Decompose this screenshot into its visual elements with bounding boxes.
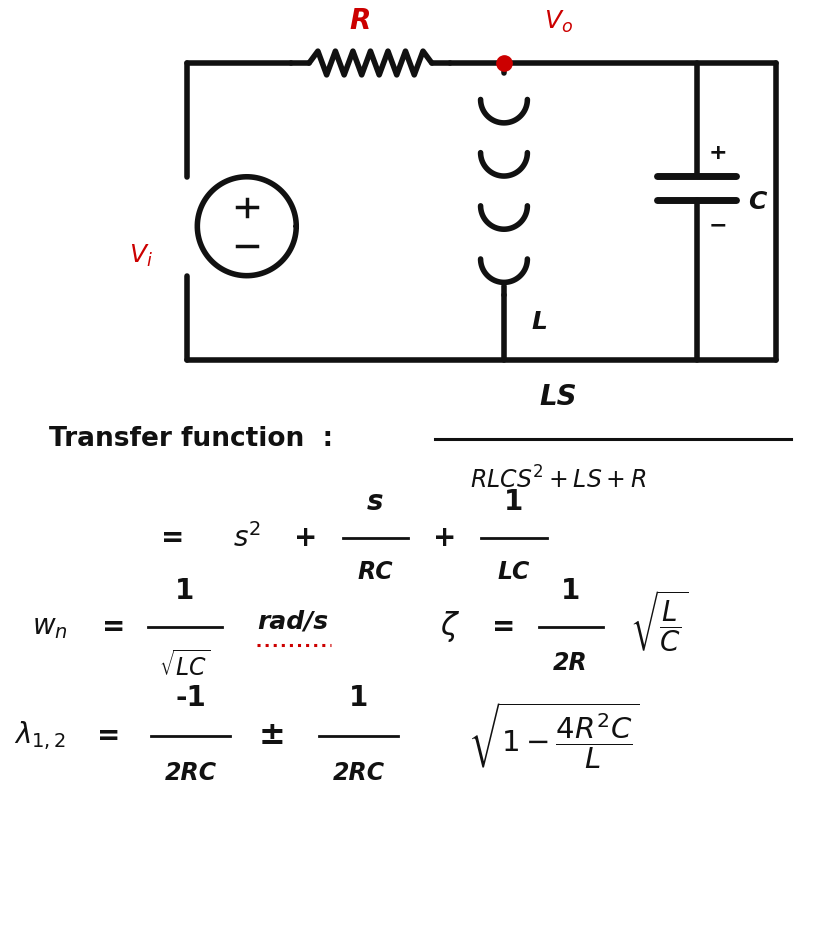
- Text: +: +: [295, 524, 318, 552]
- Text: =: =: [97, 722, 120, 749]
- Text: +: +: [433, 524, 456, 552]
- Text: +: +: [709, 143, 727, 163]
- Text: 2R: 2R: [553, 650, 588, 674]
- Text: 1: 1: [349, 684, 368, 712]
- Text: s: s: [367, 488, 383, 516]
- Text: LS: LS: [539, 383, 577, 412]
- Text: rad/s: rad/s: [258, 610, 329, 634]
- Text: 2RC: 2RC: [164, 761, 217, 785]
- Text: $s^2$: $s^2$: [232, 523, 261, 553]
- Text: $\sqrt{\dfrac{L}{C}}$: $\sqrt{\dfrac{L}{C}}$: [631, 589, 688, 655]
- Text: $V_o$: $V_o$: [544, 9, 573, 35]
- Text: $\sqrt{LC}$: $\sqrt{LC}$: [158, 650, 210, 681]
- Text: 1: 1: [175, 577, 194, 605]
- Text: $\lambda_{1,2}$: $\lambda_{1,2}$: [14, 720, 67, 752]
- Text: =: =: [161, 524, 184, 552]
- Text: $RLCS^2 + LS + R$: $RLCS^2 + LS + R$: [470, 466, 647, 494]
- Text: =: =: [102, 613, 125, 641]
- Text: C: C: [748, 191, 767, 215]
- Text: =: =: [493, 613, 516, 641]
- Text: $\zeta$: $\zeta$: [439, 610, 460, 645]
- Text: R: R: [350, 7, 371, 35]
- Text: -1: -1: [175, 684, 206, 712]
- Text: −: −: [709, 216, 727, 235]
- Text: L: L: [532, 310, 548, 334]
- Text: 2RC: 2RC: [333, 761, 384, 785]
- Text: $\sqrt{1 - \dfrac{4R^2C}{L}}$: $\sqrt{1 - \dfrac{4R^2C}{L}}$: [468, 700, 640, 771]
- Text: 1: 1: [504, 488, 524, 516]
- Text: 1: 1: [561, 577, 580, 605]
- Text: $w_n$: $w_n$: [32, 613, 68, 641]
- Text: LC: LC: [498, 560, 530, 584]
- Text: $V_i$: $V_i$: [129, 242, 153, 269]
- Text: Transfer function  :: Transfer function :: [49, 426, 333, 452]
- Text: RC: RC: [358, 560, 393, 584]
- Text: ±: ±: [258, 721, 285, 751]
